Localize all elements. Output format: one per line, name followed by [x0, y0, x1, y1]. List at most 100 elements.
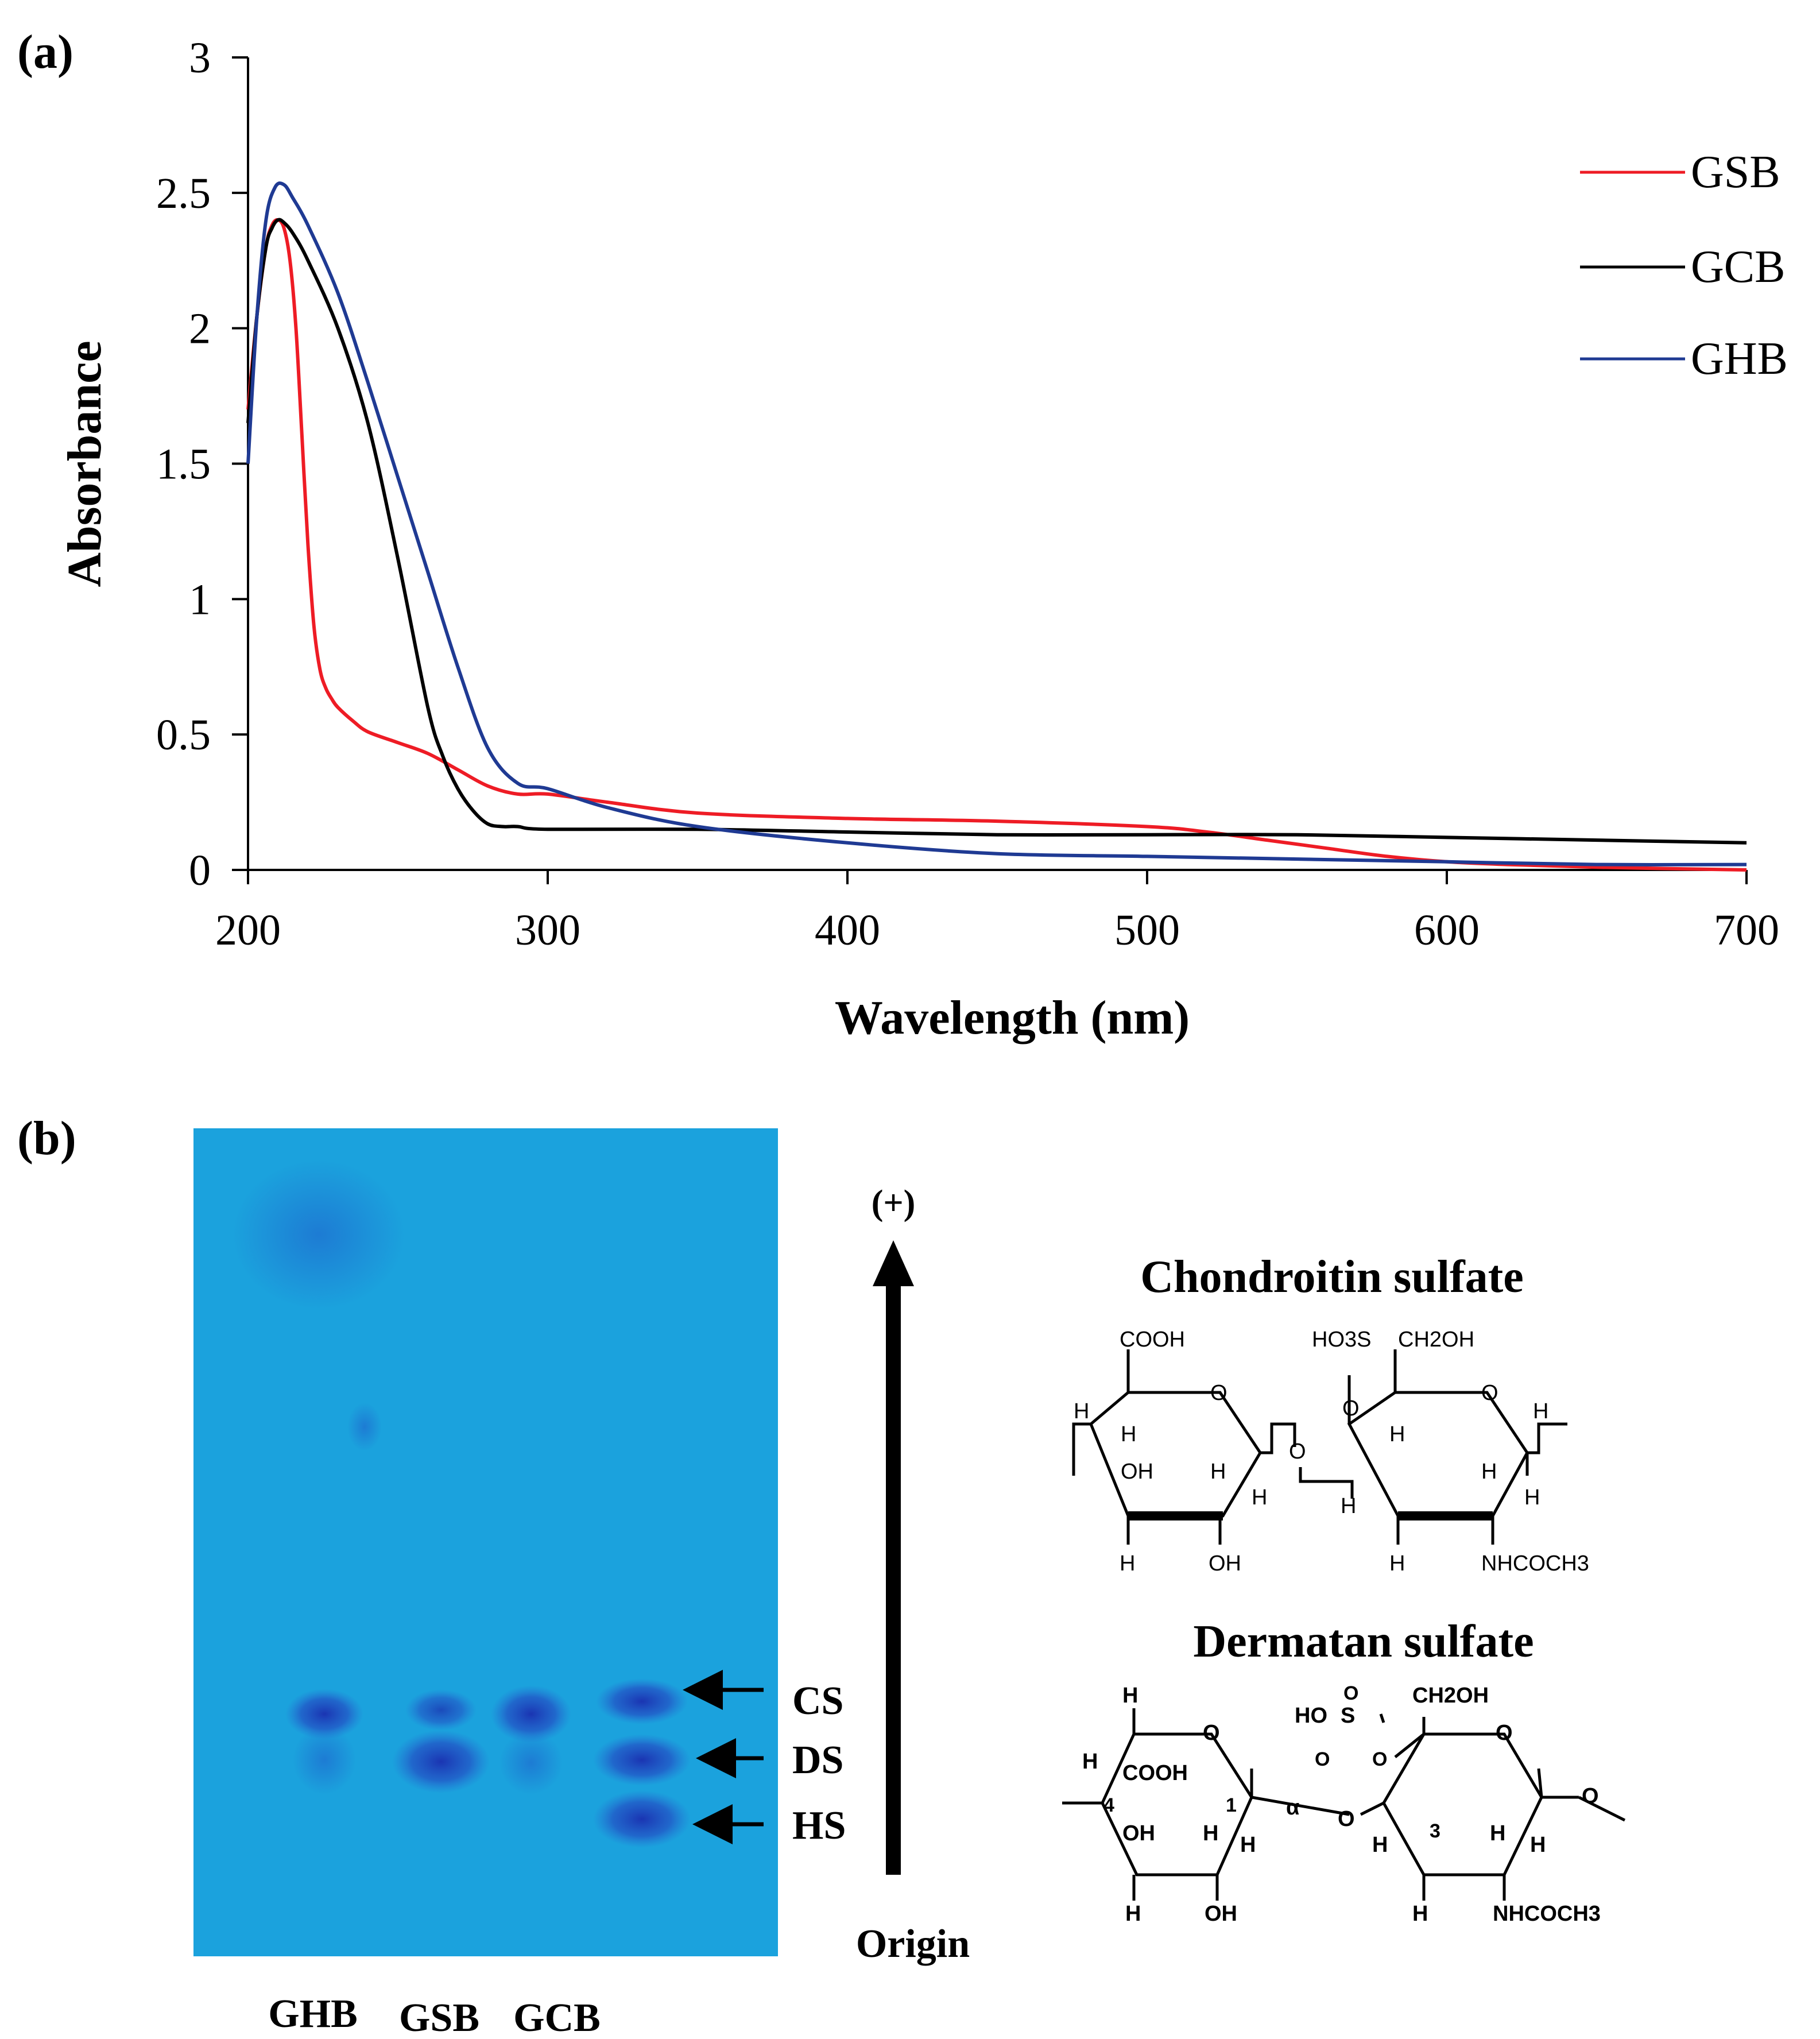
chondroitin-title: Chondroitin sulfate: [1140, 1252, 1524, 1302]
y-tick-label: 0.5: [156, 711, 211, 759]
ds-label-c1: 1: [1226, 1794, 1237, 1816]
ds-label-ho: HO: [1295, 1704, 1327, 1728]
cs-label-h-1: H: [1074, 1399, 1089, 1423]
y-tick-label: 3: [189, 34, 211, 82]
lane-label-gcb: GCB: [513, 1996, 601, 2039]
cs-label-h-3: H: [1210, 1460, 1226, 1484]
gel-panel: GHB GSB GCB CS DS HS (+) Origin: [193, 1128, 970, 2039]
ds-label-h-3: H: [1372, 1833, 1388, 1857]
ds-label-ch2oh: CH2OH: [1412, 1684, 1489, 1708]
legend-label-gcb: GCB: [1691, 242, 1786, 292]
x-tick-label: 600: [1414, 906, 1480, 954]
panel-label-b: (b): [17, 1112, 76, 1165]
series-line-gsb: [246, 218, 1747, 872]
ds-label-c3: 3: [1430, 1820, 1440, 1842]
y-tick-label: 2.5: [156, 169, 211, 218]
x-tick-label: 500: [1114, 906, 1180, 954]
lane-label-gsb: GSB: [399, 1996, 479, 2039]
ds-label-h-left: H: [1082, 1750, 1098, 1774]
band-label-hs: HS: [792, 1804, 846, 1848]
ds-label-h-2: H: [1240, 1833, 1256, 1857]
ds-label-alpha: α: [1286, 1796, 1299, 1820]
ds-label-o-ring2: O: [1496, 1721, 1513, 1745]
y-axis-label: Absorbance: [58, 341, 111, 587]
cs-label-h-4: H: [1252, 1485, 1267, 1510]
ds-ring-2: [1382, 1732, 1543, 1877]
cs-label-h-8: H: [1481, 1460, 1497, 1484]
ds-label-h-top: H: [1122, 1684, 1138, 1708]
cs-label-h-5: H: [1120, 1552, 1135, 1576]
cs-label-o-ring2a: O: [1342, 1396, 1360, 1421]
ds-label-o-s-right: O: [1372, 1748, 1387, 1770]
ds-label-h-7: H: [1412, 1902, 1428, 1926]
ds-label-o-link: O: [1338, 1807, 1355, 1831]
ds-label-oh-2: OH: [1205, 1902, 1237, 1926]
gel-spot: [347, 1403, 382, 1451]
cs-label-h-2: H: [1121, 1422, 1136, 1446]
cs-label-h-9: H: [1524, 1485, 1540, 1510]
band-ghb-cs: [285, 1689, 363, 1739]
chondroitin-structure: Chondroitin sulfate COOH HO3S CH2OH O O …: [1072, 1252, 1589, 1576]
cs-label-cooh: COOH: [1120, 1328, 1185, 1352]
band-std-ds: [593, 1734, 691, 1786]
smear-ghb: [293, 1725, 356, 1794]
x-tick-label: 400: [815, 906, 880, 954]
cs-label-h-10: H: [1533, 1399, 1548, 1423]
cs-label-o-link: O: [1289, 1440, 1306, 1464]
cs-label-ch2oh: CH2OH: [1398, 1328, 1474, 1352]
legend: GSB GCB GHB: [1580, 147, 1788, 384]
gel-stain-top: [233, 1160, 405, 1309]
ds-label-o-ring1: O: [1203, 1721, 1220, 1745]
y-tick-label: 2: [189, 305, 211, 353]
migration-arrowhead: [873, 1240, 914, 1286]
x-tick-label: 200: [215, 906, 281, 954]
series-line-ghb: [246, 181, 1747, 866]
direction-origin: Origin: [856, 1922, 970, 1966]
ds-label-nhcoch3: NHCOCH3: [1493, 1902, 1601, 1926]
ds-bonds: [1062, 1708, 1626, 1901]
cs-bonds: [1072, 1349, 1567, 1545]
ds-label-o-s-top: O: [1343, 1682, 1358, 1704]
dermatan-title: Dermatan sulfate: [1193, 1616, 1534, 1667]
y-tick-label: 1: [189, 575, 211, 624]
y-tick-label: 0: [189, 846, 211, 895]
band-gsb-cs: [405, 1689, 477, 1731]
lane-label-ghb: GHB: [268, 1992, 358, 2036]
ds-label-h-6: H: [1125, 1902, 1141, 1926]
band-gcb-cs: [491, 1685, 571, 1743]
cs-label-h-7: H: [1341, 1494, 1356, 1518]
ds-label-oh-1: OH: [1122, 1821, 1155, 1845]
band-std-hs: [593, 1790, 691, 1848]
absorbance-chart: 0 0.5 1 1.5 2 2.5 3 200 300 400 500 600 700 Absorba…: [58, 34, 1788, 1044]
ds-label-h-5: H: [1530, 1833, 1546, 1857]
cs-label-nhcoch3: NHCOCH3: [1481, 1552, 1589, 1576]
ds-label-o-end: O: [1582, 1784, 1599, 1808]
panel-label-a: (a): [17, 25, 73, 79]
cs-ring-2: [1347, 1391, 1529, 1518]
direction-plus: (+): [872, 1183, 916, 1222]
x-tick-label: 300: [515, 906, 580, 954]
cs-label-o-ring2b: O: [1481, 1381, 1498, 1405]
ds-label-h-4: H: [1490, 1821, 1505, 1845]
band-std-cs: [596, 1678, 688, 1724]
ds-label-s: S: [1341, 1704, 1355, 1728]
ds-label-o-s-left: O: [1315, 1748, 1330, 1770]
legend-label-ghb: GHB: [1691, 334, 1788, 384]
ds-label-h-1: H: [1203, 1821, 1218, 1845]
band-label-cs: CS: [792, 1679, 843, 1723]
band-label-ds: DS: [792, 1738, 843, 1782]
x-axis-label: Wavelength (nm): [835, 991, 1190, 1044]
series-line-gcb: [246, 218, 1747, 845]
band-gsb-ds: [392, 1730, 490, 1793]
x-tick-label: 700: [1714, 906, 1779, 954]
cs-label-oh-1: OH: [1121, 1460, 1153, 1484]
cs-label-o-ring1: O: [1210, 1381, 1227, 1405]
ds-label-cooh: COOH: [1122, 1761, 1188, 1785]
cs-label-oh-2: OH: [1209, 1552, 1241, 1576]
cs-ring-1: [1089, 1391, 1262, 1518]
cs-label-h-11: H: [1389, 1552, 1405, 1576]
smear-gcb: [499, 1731, 563, 1794]
legend-label-gsb: GSB: [1691, 147, 1780, 198]
ds-label-c4: 4: [1103, 1794, 1114, 1816]
